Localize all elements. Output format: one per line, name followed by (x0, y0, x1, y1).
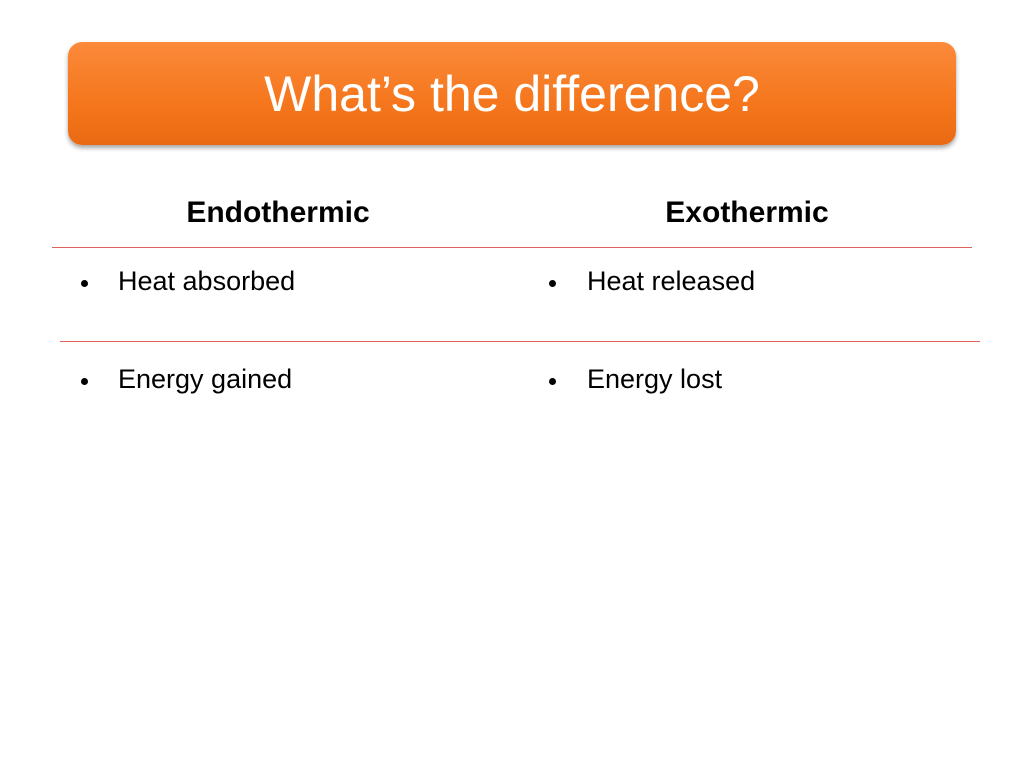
cell-text: Heat absorbed (118, 266, 296, 296)
bullet (81, 280, 88, 287)
divider (60, 341, 980, 342)
column-header: Endothermic (186, 196, 370, 229)
bullet (549, 280, 556, 287)
slide-title: What’s the difference? (264, 65, 760, 122)
cell-text: Heat released (587, 266, 756, 296)
bullet (549, 378, 556, 385)
bullet (81, 378, 88, 385)
cell-text: Energy lost (587, 364, 723, 394)
column-header: Exothermic (665, 196, 829, 229)
divider (52, 247, 972, 248)
title-banner: What’s the difference? (68, 42, 956, 145)
cell-text: Energy gained (118, 364, 293, 394)
